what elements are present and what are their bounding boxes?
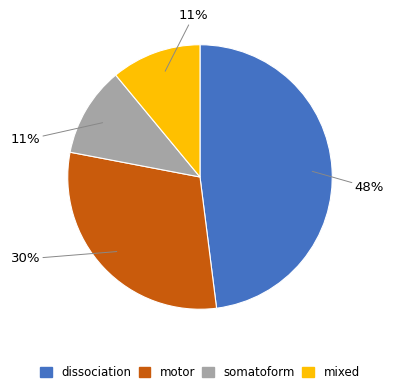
Wedge shape (116, 45, 200, 177)
Text: 30%: 30% (11, 252, 117, 266)
Wedge shape (200, 45, 332, 308)
Wedge shape (70, 75, 200, 177)
Text: 48%: 48% (312, 171, 384, 194)
Legend: dissociation, motor, somatoform, mixed: dissociation, motor, somatoform, mixed (40, 366, 360, 379)
Text: 11%: 11% (165, 9, 208, 71)
Wedge shape (68, 152, 216, 309)
Text: 11%: 11% (11, 123, 102, 147)
